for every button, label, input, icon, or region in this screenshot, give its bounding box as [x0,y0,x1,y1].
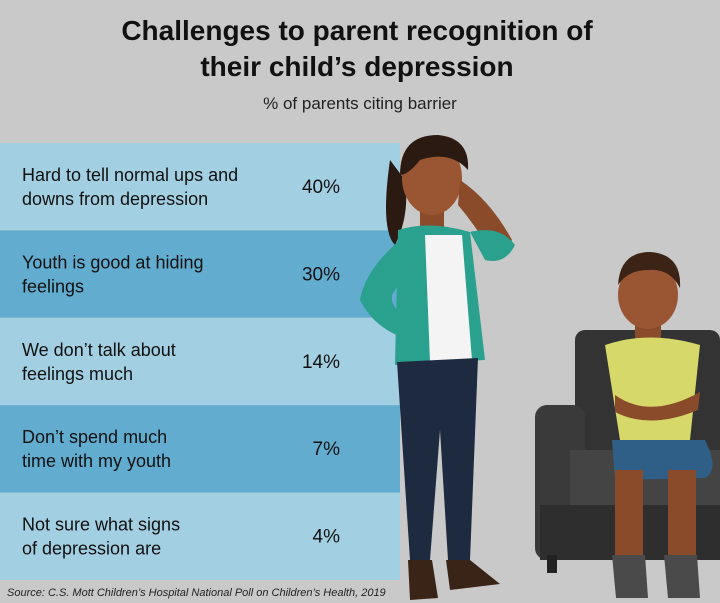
row-value: 14% [302,352,340,373]
boy-illustration [605,252,713,598]
row-band [0,317,400,406]
row-label: downs from depression [22,189,208,209]
row-band [0,492,400,580]
title: their child’s depression [200,51,513,82]
row-band [0,230,400,318]
row-value: 40% [302,177,340,198]
row-label: of depression are [22,539,161,559]
row-label: feelings [22,276,84,296]
row-value: 4% [313,527,341,548]
row-label: Youth is good at hiding [22,252,204,272]
row-label: Hard to tell normal ups and [22,165,238,185]
row-band [0,405,400,493]
subtitle: % of parents citing barrier [263,94,457,113]
row-band [0,143,400,231]
source: Source: C.S. Mott Children’s Hospital Na… [7,587,386,599]
row-label: We don’t talk about [22,340,176,360]
row-label: time with my youth [22,451,171,471]
row-label: Don’t spend much [22,427,167,447]
row-value: 7% [313,439,341,460]
bands [0,143,400,580]
title: Challenges to parent recognition of [121,15,593,46]
row-label: feelings much [22,364,133,384]
row-value: 30% [302,264,340,285]
woman-illustration [360,135,515,600]
texts: Challenges to parent recognition of their… [7,15,593,599]
row-label: Not sure what signs [22,515,180,535]
